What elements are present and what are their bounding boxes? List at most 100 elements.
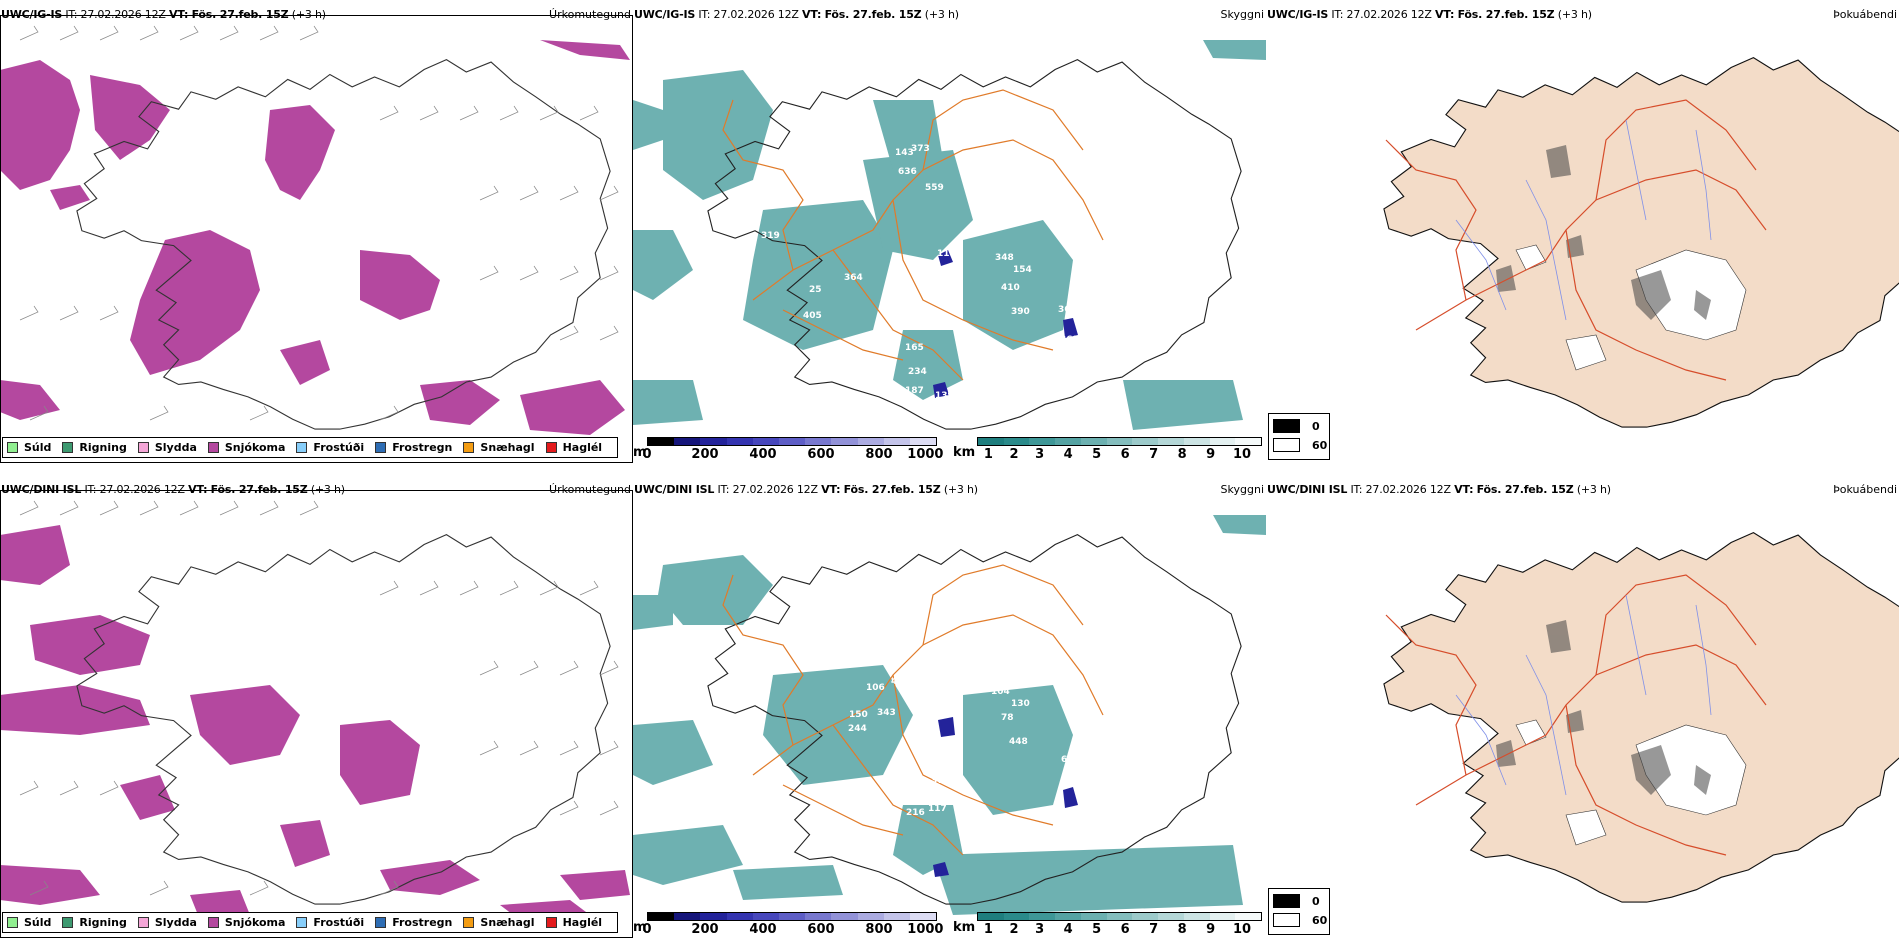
legend-swatch [1273, 894, 1300, 908]
legend-label: Haglél [562, 441, 603, 454]
wind-barbs [19, 25, 619, 421]
legend-swatch [137, 442, 149, 453]
land [1383, 56, 1899, 428]
tick-label: 10 [1233, 922, 1252, 937]
legend-swatch [375, 442, 387, 453]
tick-label: 1 [983, 447, 993, 462]
cloud-base-map [633, 40, 1266, 430]
height-cells [647, 912, 937, 921]
field-name: Skyggni [1220, 483, 1264, 496]
legend-entry: Frostúði [296, 916, 364, 929]
it-value: 27.02.2026 12Z [80, 8, 166, 21]
field-name: Þokuábendi [1833, 483, 1897, 496]
model-name: UWC/DINI ISL [1267, 483, 1348, 496]
legend-label: Rigning [79, 441, 127, 454]
model-name: UWC/IG-IS [1267, 8, 1329, 21]
tick-label: 1000 [907, 447, 944, 462]
lead-time: (+3 h) [924, 8, 959, 21]
legend-entry: Snæhagl [463, 916, 535, 929]
legend-label: Súld [24, 441, 52, 454]
legend-entry: Snjókoma [207, 441, 285, 454]
legend-label: Haglél [562, 916, 603, 929]
tick-label: 4 [1063, 922, 1073, 937]
legend-swatch [463, 442, 475, 453]
it-label: IT: [1331, 8, 1344, 21]
legend-swatch [296, 442, 308, 453]
vt-label: VT: [1435, 8, 1455, 21]
precip-legend: Súld Rigning Slydda Snjókoma Frostúði Fr… [2, 437, 619, 458]
legend-label: 60 [1312, 913, 1328, 927]
legend-label: Snæhagl [480, 916, 535, 929]
legend-swatch [375, 917, 387, 928]
tick-label: 600 [807, 922, 835, 937]
very-low-cloud-areas [933, 717, 1078, 877]
lead-time: (+3 h) [291, 8, 326, 21]
road-network [722, 89, 1104, 381]
legend-swatch [62, 442, 74, 453]
panel-title: UWC/DINI ISL IT: 27.02.2026 12Z VT: Fös.… [634, 483, 978, 496]
map-frame [0, 490, 633, 938]
it-value: 27.02.2026 12Z [1346, 8, 1432, 21]
it-label: IT: [84, 483, 97, 496]
legend-entry: Rigning [62, 441, 127, 454]
model-name: UWC/DINI ISL [634, 483, 715, 496]
tick-label: 400 [749, 922, 777, 937]
fog-panel-dini: UWC/DINI ISL IT: 27.02.2026 12Z VT: Fös.… [1266, 475, 1899, 950]
legend-label: Frostregn [392, 441, 453, 454]
tick-label: 4 [1063, 447, 1073, 462]
height-ticks: 0 200 400 600 800 1000 [642, 922, 943, 937]
legend-entry: Slydda [137, 441, 197, 454]
fog-areas [1496, 620, 1711, 795]
cloud-base-panel-igis: UWC/IG-IS IT: 27.02.2026 12Z VT: Fös. 27… [633, 0, 1266, 475]
field-name: Úrkomutegund [549, 8, 631, 21]
it-value: 27.02.2026 12Z [732, 483, 818, 496]
vt-label: VT: [821, 483, 841, 496]
legend-label: Frostregn [392, 916, 453, 929]
tick-label: 7 [1149, 922, 1159, 937]
tick-label: 600 [807, 447, 835, 462]
legend-swatch [62, 917, 74, 928]
tick-label: 6 [1120, 447, 1130, 462]
visibility-colorbar: km 1 2 3 4 5 6 7 8 9 10 [953, 912, 1262, 937]
vt-label: VT: [1454, 483, 1474, 496]
legend-swatch [7, 917, 18, 928]
map-frame [0, 15, 633, 463]
tick-label: 2 [1009, 447, 1019, 462]
tick-label: 10 [1233, 447, 1252, 462]
vt-value: Fös. 27.feb. 15Z [824, 8, 922, 21]
fog-legend-row: 60 [1273, 438, 1329, 452]
tick-label: 8 [1177, 447, 1187, 462]
vt-value: Fös. 27.feb. 15Z [843, 483, 941, 496]
legend-label: Snæhagl [480, 441, 535, 454]
panel-title: UWC/IG-IS IT: 27.02.2026 12Z VT: Fös. 27… [1, 8, 326, 21]
visibility-ticks: 1 2 3 4 5 6 7 8 9 10 [977, 922, 1262, 937]
legend-label: 0 [1312, 894, 1320, 908]
model-name: UWC/IG-IS [634, 8, 696, 21]
visibility-unit: km [953, 920, 976, 935]
it-label: IT: [717, 483, 730, 496]
legend-swatch [1273, 438, 1300, 452]
tick-label: 6 [1120, 922, 1130, 937]
visibility-unit: km [953, 445, 976, 460]
snow-areas [0, 40, 630, 435]
height-cells [647, 437, 937, 446]
legend-entry: Slydda [137, 916, 197, 929]
panel-title: UWC/DINI ISL IT: 27.02.2026 12Z VT: Fös.… [1267, 483, 1611, 496]
panel-title: UWC/IG-IS IT: 27.02.2026 12Z VT: Fös. 27… [634, 8, 959, 21]
vt-label: VT: [188, 483, 208, 496]
road-network [722, 564, 1104, 856]
vt-value: Fös. 27.feb. 15Z [210, 483, 308, 496]
legend-swatch [296, 917, 308, 928]
tick-label: 0 [642, 447, 652, 462]
lead-time: (+3 h) [1557, 8, 1592, 21]
vt-value: Fös. 27.feb. 15Z [191, 8, 289, 21]
legend-swatch [7, 442, 18, 453]
tick-label: 1 [983, 922, 993, 937]
land [1383, 531, 1899, 903]
fog-legend-row: 60 [1273, 913, 1329, 927]
it-value: 27.02.2026 12Z [99, 483, 185, 496]
tick-label: 200 [691, 922, 719, 937]
low-cloud-areas [633, 40, 1266, 430]
tick-label: 3 [1035, 922, 1045, 937]
precip-type-panel-igis: UWC/IG-IS IT: 27.02.2026 12Z VT: Fös. 27… [0, 0, 633, 475]
